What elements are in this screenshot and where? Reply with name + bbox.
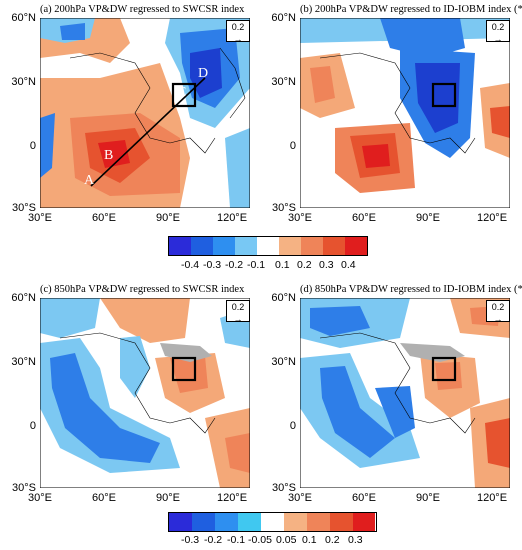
lat-label: 0	[289, 420, 296, 432]
lat-label: 30°N	[11, 356, 36, 368]
colorbar-swatch	[192, 513, 215, 531]
colorbar-tick: 0.2	[297, 259, 312, 271]
colorbar-tick: -0.05	[248, 534, 272, 546]
panel-title: (d) 850hPa VP&DW regressed to ID-IOBM in…	[300, 284, 522, 295]
colorbar-swatch	[330, 513, 353, 531]
colorbar-swatch	[235, 237, 257, 255]
colorbar-swatch	[353, 513, 375, 531]
lat-label: 30°S	[272, 202, 296, 214]
lon-label: 120°E	[476, 212, 508, 224]
lat-label: 0	[29, 140, 36, 152]
lat-label: 0	[289, 140, 296, 152]
panel-title: (b) 200hPa VP&DW regressed to ID-IOBM in…	[300, 4, 522, 15]
map-d	[300, 298, 510, 488]
reference-vector-label: 0.2	[491, 22, 505, 32]
colorbar-swatch	[169, 237, 191, 255]
colorbar-swatch	[279, 237, 301, 255]
lon-label: 60°E	[92, 492, 116, 504]
colorbar-swatch	[261, 513, 284, 531]
lat-label: 0	[29, 420, 36, 432]
colorbar-tick: 0.1	[275, 259, 290, 271]
reference-vector-box: 0.2 →	[226, 20, 250, 44]
colorbar-tick: 0.4	[341, 259, 356, 271]
lat-label: 30°N	[271, 76, 296, 88]
colorbar-swatch	[284, 513, 307, 531]
lon-label: 90°E	[156, 212, 180, 224]
reference-vector-label: 0.2	[231, 302, 245, 312]
panel-b: 0.2 →	[300, 18, 510, 208]
colorbar-swatch	[191, 237, 213, 255]
reference-vector-label: 0.2	[231, 22, 245, 32]
map-b	[300, 18, 510, 208]
colorbar-bottom	[168, 512, 377, 532]
lat-label: 30°N	[11, 76, 36, 88]
colorbar-tick: -0.1	[227, 534, 246, 546]
panel-title: (a) 200hPa VP&DW regressed to SWCSR inde…	[40, 4, 245, 15]
colorbar-tick: -0.1	[247, 259, 266, 271]
colorbar-swatch	[307, 513, 330, 531]
point-label-d: D	[198, 66, 209, 81]
point-label-a: A	[84, 173, 95, 188]
reference-vector-label: 0.2	[491, 302, 505, 312]
lat-label: 60°N	[11, 292, 36, 304]
colorbar-swatch	[257, 237, 279, 255]
lon-label: 120°E	[476, 492, 508, 504]
lat-label: 30°S	[272, 482, 296, 494]
colorbar-tick: 0.3	[348, 534, 363, 546]
lon-label: 30°E	[28, 492, 52, 504]
colorbar-swatch	[323, 237, 345, 255]
lon-label: 120°E	[216, 492, 248, 504]
point-label-c: C	[177, 85, 187, 100]
lon-label: 60°E	[92, 212, 116, 224]
lat-label: 30°S	[12, 202, 36, 214]
lon-label: 90°E	[416, 212, 440, 224]
colorbar-swatch	[301, 237, 323, 255]
lon-label: 90°E	[416, 492, 440, 504]
colorbar-tick: -0.3	[203, 259, 222, 271]
panel-a: A B C D 0.2 →	[40, 18, 250, 208]
colorbar-tick: -0.2	[225, 259, 244, 271]
colorbar-tick: 0.3	[319, 259, 334, 271]
lon-label: 60°E	[352, 492, 376, 504]
lon-label: 120°E	[216, 212, 248, 224]
colorbar-top	[168, 236, 368, 256]
lon-label: 60°E	[352, 212, 376, 224]
colorbar-tick: 0.2	[325, 534, 340, 546]
lat-label: 30°N	[271, 356, 296, 368]
colorbar-swatch	[238, 513, 261, 531]
point-label-b: B	[104, 148, 114, 163]
lon-label: 30°E	[28, 212, 52, 224]
colorbar-swatch	[345, 237, 367, 255]
colorbar-swatch	[169, 513, 192, 531]
lon-label: 30°E	[288, 212, 312, 224]
colorbar-tick: 0.05	[276, 534, 297, 546]
colorbar-tick: -0.2	[204, 534, 223, 546]
lon-label: 90°E	[156, 492, 180, 504]
lon-label: 30°E	[288, 492, 312, 504]
panel-d: 0.2 →	[300, 298, 510, 488]
lat-label: 30°S	[12, 482, 36, 494]
colorbar-tick: -0.4	[181, 259, 200, 271]
reference-vector-box: 0.2 →	[486, 20, 510, 44]
lat-label: 60°N	[271, 12, 296, 24]
colorbar-tick: -0.3	[181, 534, 200, 546]
map-c	[40, 298, 250, 488]
map-a	[40, 18, 250, 208]
reference-vector-box: 0.2 →	[226, 300, 250, 324]
panel-title: (c) 850hPa VP&DW regressed to SWCSR inde…	[40, 284, 245, 295]
colorbar-tick: 0.1	[302, 534, 317, 546]
panel-c: 0.2 →	[40, 298, 250, 488]
lat-label: 60°N	[271, 292, 296, 304]
colorbar-swatch	[213, 237, 235, 255]
colorbar-swatch	[215, 513, 238, 531]
lat-label: 60°N	[11, 12, 36, 24]
reference-vector-box: 0.2 →	[486, 300, 510, 324]
